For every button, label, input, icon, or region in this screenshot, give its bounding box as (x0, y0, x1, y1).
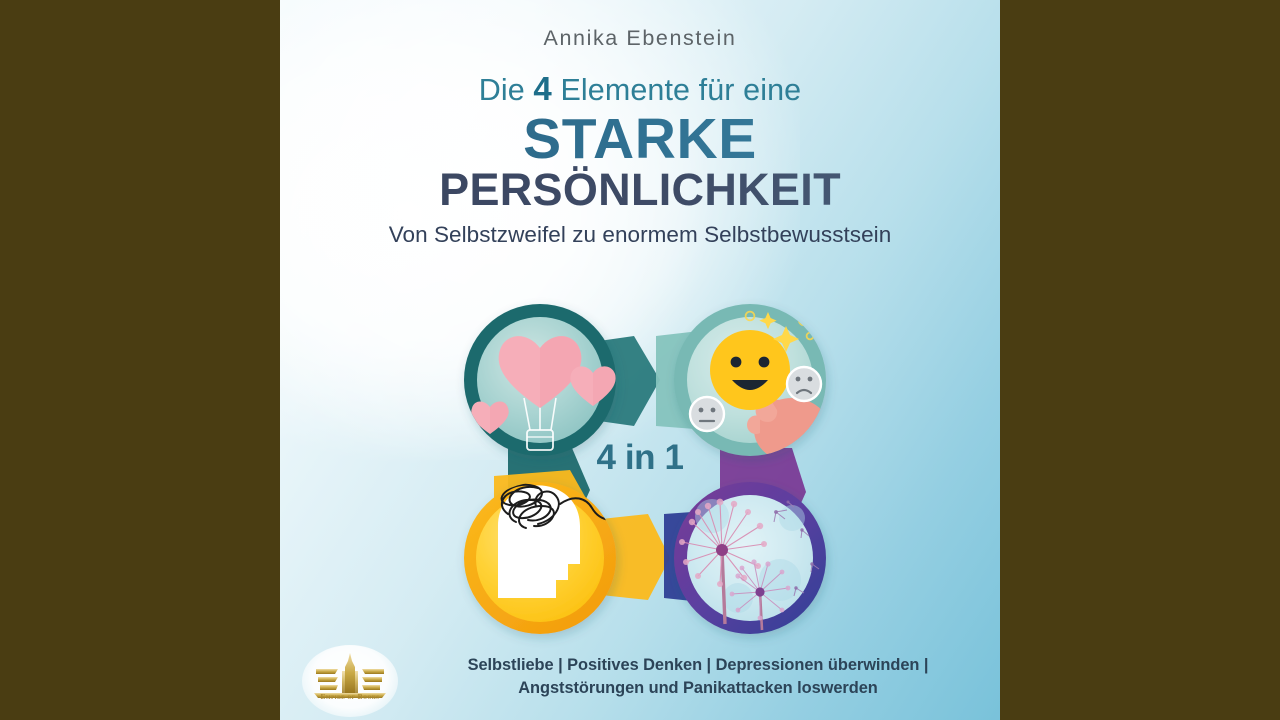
tangled-mind-head-icon (464, 482, 616, 634)
keyword-strip: Selbstliebe | Positives Denken | Depress… (398, 654, 998, 701)
title-line-1-prefix: Die (478, 72, 534, 107)
audiobook-cover: Annika Ebenstein Die 4 Elemente für eine… (280, 0, 1000, 720)
title-main-starke: STARKE (280, 108, 1000, 169)
publisher-wordmark: Empire of Books (320, 692, 380, 701)
cover-subtitle: Von Selbstzweifel zu enormem Selbstbewus… (388, 221, 892, 247)
title-number-4: 4 (533, 69, 552, 107)
letterbox-bar-left (0, 0, 280, 720)
author-name: Annika Ebenstein (543, 26, 737, 50)
cover-text-block: Annika Ebenstein Die 4 Elemente für eine… (280, 0, 1000, 247)
keyword-line-1: Selbstliebe | Positives Denken | Depress… (467, 656, 929, 674)
title-line-1-suffix: Elemente für eine (551, 72, 802, 107)
hearts-balloon-icon (464, 304, 616, 456)
letterbox-bar-right (1000, 0, 1280, 720)
keyword-line-2: Angststörungen und Panikattacken loswerd… (518, 679, 878, 698)
empire-of-books-mark (314, 653, 386, 698)
publisher-logo: Empire of Books (302, 645, 398, 717)
dandelion-icon (674, 482, 826, 634)
title-line-1: Die 4 Elemente für eine (280, 69, 1000, 108)
smiley-choice-icon (674, 304, 826, 456)
four-element-graphic (420, 280, 870, 650)
title-main-persoenlichkeit: PERSÖNLICHKEIT (280, 165, 1000, 215)
